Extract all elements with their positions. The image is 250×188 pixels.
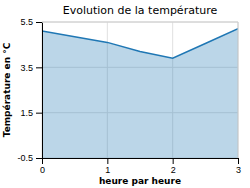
tick-label: 0 [40,165,45,175]
chart: 0 1 2 3 -0.5 1.5 3.5 5.5 Evolution de la tempéra… [0,0,250,188]
tick-label: 2 [171,165,176,175]
tick-mark [238,158,239,164]
tick-mark [173,158,174,164]
axis-line [42,23,43,159]
x-label: heure par heure [99,176,181,186]
grid-line [238,22,239,158]
grid [42,22,238,158]
tick: 3.5 [20,63,42,73]
x-axis: 0 1 2 3 [40,158,241,175]
title: Evolution de la température [63,4,218,17]
tick: 2 [171,158,176,175]
tick-label: 3.5 [20,63,33,73]
plot-area: 0 1 2 3 -0.5 1.5 3.5 5.5 [17,17,241,175]
tick-label: 1.5 [20,108,33,118]
tick-label: 5.5 [20,17,33,27]
tick-mark [42,158,43,164]
line [42,29,238,58]
tick-label: -0.5 [17,153,33,163]
grid-line [42,22,238,23]
frame [238,22,239,158]
y-axis: -0.5 1.5 3.5 5.5 [17,17,42,163]
marks [42,29,238,158]
grid-line [42,22,43,158]
tick-mark [107,158,108,164]
y-label: Température en °C [2,42,12,137]
tick-label: 3 [236,165,241,175]
frame [42,22,238,23]
tick: 5.5 [20,17,42,27]
tick: 0 [40,158,45,175]
tick: 1.5 [20,108,42,118]
tick-label: 1 [105,165,110,175]
tick: 3 [236,158,241,175]
tick-mark [36,22,42,23]
tick-mark [36,158,42,159]
axis-line [43,158,239,159]
tick-mark [36,113,42,114]
tick: 1 [105,158,110,175]
tick: -0.5 [17,153,42,163]
tick-mark [36,67,42,68]
area [42,29,238,158]
